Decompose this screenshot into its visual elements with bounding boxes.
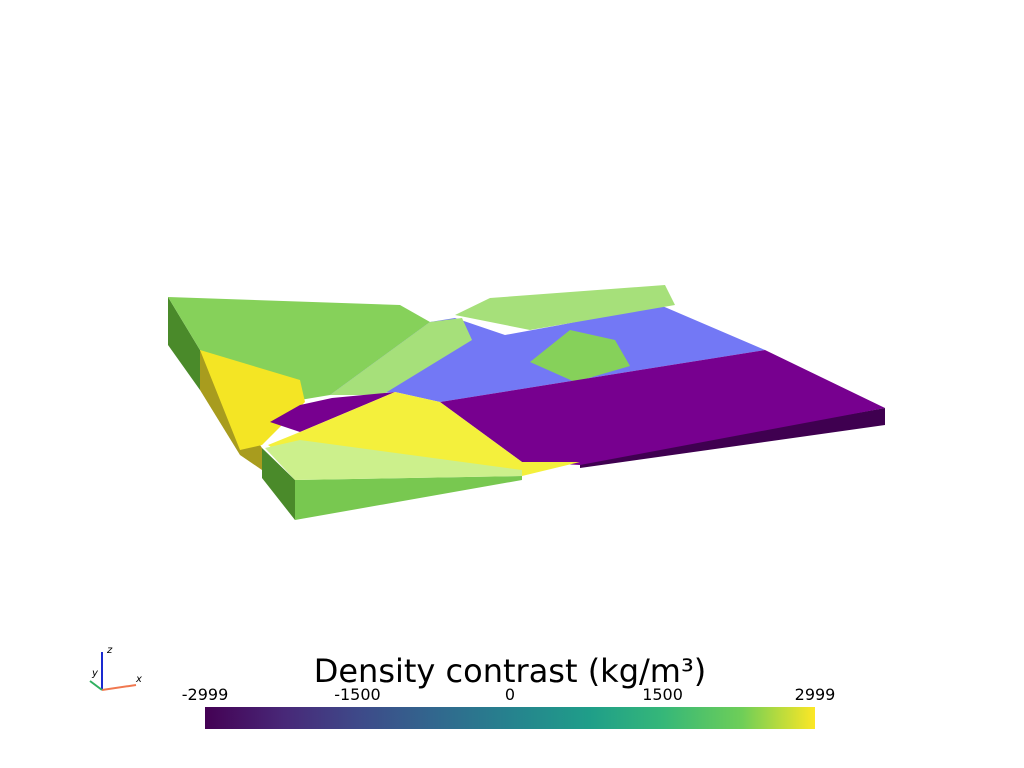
left-face-front: [262, 448, 295, 520]
tick-label: 0: [505, 685, 515, 704]
z-label: z: [106, 645, 113, 656]
scalar-bar: Density contrast (kg/m³) -2999 -1500 0 1500…: [182, 652, 836, 729]
top-green-diagonal: [330, 318, 472, 395]
top-green-band: [455, 285, 675, 330]
y-label: y: [91, 668, 99, 679]
color-ramp: [205, 707, 815, 729]
x-axis: [101, 684, 137, 691]
tick-label: 1500: [642, 685, 683, 704]
tick-label: 2999: [795, 685, 836, 704]
left-face-green: [168, 297, 200, 390]
y-axis: [89, 680, 103, 691]
orientation-axes: z x y: [89, 645, 142, 691]
top-purple-small: [270, 392, 395, 432]
scalar-bar-title: Density contrast (kg/m³): [314, 652, 707, 690]
front-face-green: [295, 476, 522, 520]
x-label: x: [135, 674, 142, 685]
top-yellow-left: [200, 350, 305, 450]
top-green: [168, 297, 430, 400]
tick-label: -1500: [334, 685, 381, 704]
model-mesh: [168, 285, 885, 520]
top-purple: [440, 350, 885, 465]
top-green-front: [265, 440, 522, 480]
tick-label: -2999: [182, 685, 229, 704]
top-green-blob: [530, 330, 630, 382]
front-face-purple: [580, 408, 885, 468]
